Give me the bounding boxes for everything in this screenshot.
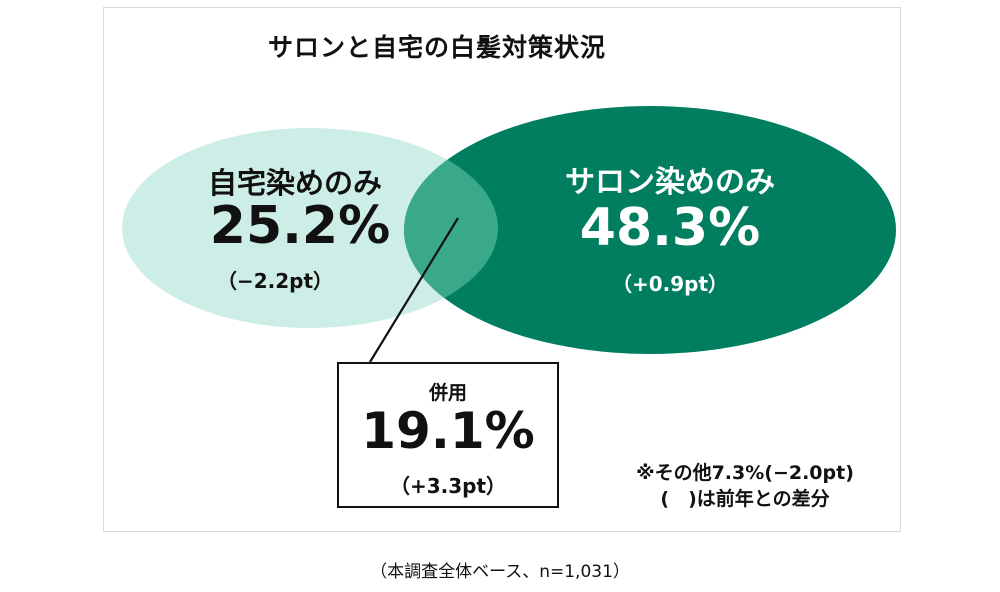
home-only-diff: （−2.2pt） xyxy=(216,269,334,293)
home-only-label: 自宅染めのみ xyxy=(207,166,382,200)
salon-ellipse xyxy=(404,106,896,354)
sample-base-note: （本調査全体ベース、n=1,031） xyxy=(370,562,630,582)
chart-title: サロンと自宅の白髪対策状況 xyxy=(268,33,607,62)
salon-only-value: 48.3% xyxy=(579,198,761,258)
diff-legend-note: ( )は前年との差分 xyxy=(660,488,830,510)
chart-frame xyxy=(103,7,901,532)
other-note: ※その他7.3%(−2.0pt) xyxy=(636,462,854,484)
salon-only-diff: （+0.9pt） xyxy=(611,272,729,296)
home-only-value: 25.2% xyxy=(209,196,391,256)
combined-value: 19.1% xyxy=(361,402,535,460)
leader-line xyxy=(369,217,459,363)
salon-only-label: サロン染めのみ xyxy=(565,165,775,200)
home-ellipse xyxy=(122,128,498,328)
combined-callout-box xyxy=(337,362,559,508)
combined-diff: （+3.3pt） xyxy=(389,474,507,498)
combined-label: 併用 xyxy=(428,382,467,404)
